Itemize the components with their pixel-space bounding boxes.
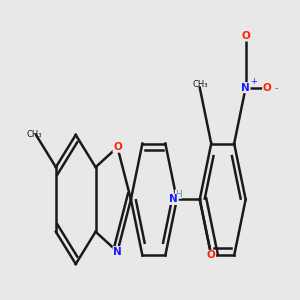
Text: N: N [241,82,250,93]
Text: N: N [113,247,122,257]
Text: H: H [175,190,181,199]
Text: CH₃: CH₃ [27,130,42,140]
Text: O: O [241,31,250,41]
Text: O: O [262,82,272,93]
Text: O: O [207,250,216,260]
Text: N: N [169,194,178,204]
Text: +: + [250,77,256,86]
Text: CH₃: CH₃ [192,80,208,89]
Text: O: O [113,142,122,152]
Text: -: - [274,82,278,93]
